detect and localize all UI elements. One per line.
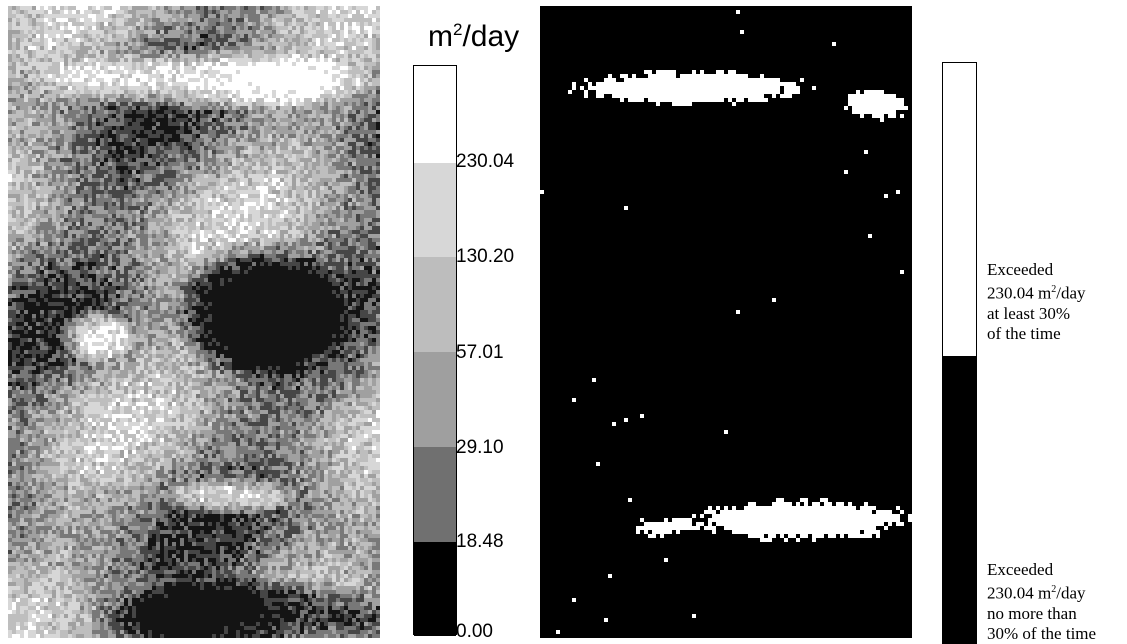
scale-band-top [414, 66, 456, 163]
binary-scale-not-exceeded [943, 356, 976, 643]
scale-band-3 [414, 257, 456, 352]
scale-label-29: 29.10 [456, 437, 504, 458]
note-bottom-line2: 230.04 m2/day [987, 583, 1086, 603]
unit-suffix: /day [462, 20, 520, 53]
scale-label-130: 130.20 [456, 246, 515, 267]
scale-label-18: 18.48 [456, 531, 504, 552]
binary-scale-bar [942, 62, 977, 644]
scale-band-2 [414, 163, 456, 257]
color-scale-bar [413, 65, 457, 636]
note-top-line1: Exceeded [987, 260, 1054, 279]
note-bottom-line4: 30% of the time [987, 623, 1097, 643]
binary-scale-exceeded [943, 63, 976, 356]
note-bottom-line3: no more than [987, 603, 1077, 623]
unit-label: m2/day [428, 20, 519, 54]
scale-label-230: 230.04 [456, 151, 515, 172]
note-bottom-line1: Exceeded [987, 560, 1054, 579]
scale-band-bottom [414, 542, 456, 636]
note-top-line3: at least 30% [987, 303, 1071, 323]
exceedance-raster-map [540, 6, 912, 638]
note-top-line4: of the time [987, 323, 1061, 343]
scale-band-5 [414, 447, 456, 542]
scale-band-4 [414, 352, 456, 447]
scale-label-57: 57.01 [456, 342, 504, 363]
note-top-line2: 230.04 m2/day [987, 283, 1086, 303]
legend-note-exceeded: Exceeded 230.04 m2/day at least 30% of t… [987, 260, 1086, 344]
transmissivity-raster-map [8, 6, 380, 638]
unit-base: m [428, 20, 453, 53]
unit-exponent: 2 [453, 20, 463, 39]
legend-note-not-exceeded: Exceeded 230.04 m2/day no more than 30% … [987, 560, 1096, 644]
scale-label-0: 0.00 [456, 621, 493, 642]
